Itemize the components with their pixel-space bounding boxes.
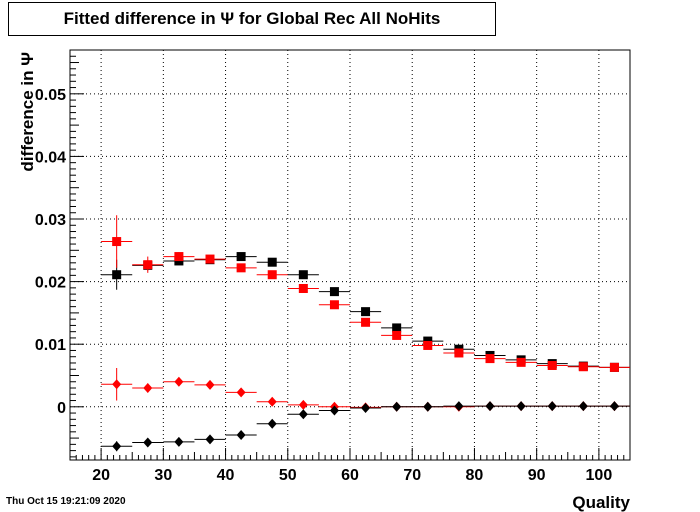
data-point [578, 401, 588, 412]
x-tick-label: 30 [154, 467, 172, 484]
data-point [361, 317, 371, 327]
y-tick-label: 0.02 [35, 275, 66, 292]
data-point [547, 360, 557, 370]
data-point [205, 254, 215, 264]
y-tick-label: 0.03 [35, 212, 66, 229]
grid-lines [70, 50, 630, 460]
data-point [112, 270, 122, 280]
series-1 [101, 252, 630, 372]
chart-title: Fitted difference in Ψ for Global Rec Al… [8, 2, 496, 36]
data-point [205, 379, 215, 390]
data-point [236, 429, 246, 440]
x-tick-label: 80 [466, 467, 484, 484]
data-point [392, 323, 402, 333]
data-point [143, 383, 153, 394]
data-point [143, 437, 153, 448]
data-point [205, 434, 215, 445]
data-point [516, 401, 526, 412]
data-point [112, 237, 122, 247]
x-tick-label: 60 [341, 467, 359, 484]
data-point [454, 348, 464, 358]
y-tick-label: 0 [57, 400, 66, 417]
data-point [609, 401, 619, 412]
data-point [361, 307, 371, 317]
data-point [329, 287, 339, 297]
axes: 20 30 40 50 60 70 80 90 100 0 0.01 0.02 0.03 0.04 0.05 [35, 49, 631, 484]
y-tick-label: 0.01 [35, 337, 66, 354]
data-point [609, 362, 619, 372]
data-point [547, 401, 557, 412]
data-point [267, 257, 277, 267]
x-tick-label: 90 [528, 467, 546, 484]
data-point [174, 436, 184, 447]
data-point [485, 401, 495, 412]
data-point [174, 252, 184, 262]
data-point [329, 300, 339, 310]
series-2 [101, 215, 630, 372]
data-point [361, 403, 371, 414]
series-4 [101, 401, 630, 452]
data-point [112, 379, 122, 390]
data-point [423, 340, 433, 350]
data-point [267, 396, 277, 407]
data-point [143, 260, 153, 270]
data-point [578, 362, 588, 372]
data-point [392, 401, 402, 412]
data-point [392, 330, 402, 340]
x-tick-label: 100 [586, 467, 613, 484]
data-point [329, 405, 339, 416]
data-point [174, 376, 184, 387]
data-point [267, 270, 277, 280]
data-point [236, 252, 246, 262]
data-point [112, 441, 122, 452]
data-point [298, 409, 308, 420]
data-point [298, 270, 308, 280]
x-tick-label: 20 [92, 467, 110, 484]
data-point [423, 401, 433, 412]
data-point [298, 399, 308, 410]
data-point [454, 401, 464, 412]
x-tick-label: 40 [217, 467, 235, 484]
series-layer [101, 215, 630, 452]
x-axis-label: Quality [572, 493, 630, 512]
x-tick-label: 50 [279, 467, 297, 484]
data-point [516, 357, 526, 367]
data-point [236, 263, 246, 273]
timestamp: Thu Oct 15 19:21:09 2020 [6, 496, 126, 507]
data-point [298, 283, 308, 293]
data-point [267, 418, 277, 429]
y-tick-label: 0.05 [35, 87, 66, 104]
y-tick-label: 0.04 [35, 149, 66, 166]
data-point [236, 387, 246, 398]
data-point [485, 354, 495, 364]
x-tick-label: 70 [403, 467, 421, 484]
y-axis-label: difference in Ψ [18, 52, 37, 172]
